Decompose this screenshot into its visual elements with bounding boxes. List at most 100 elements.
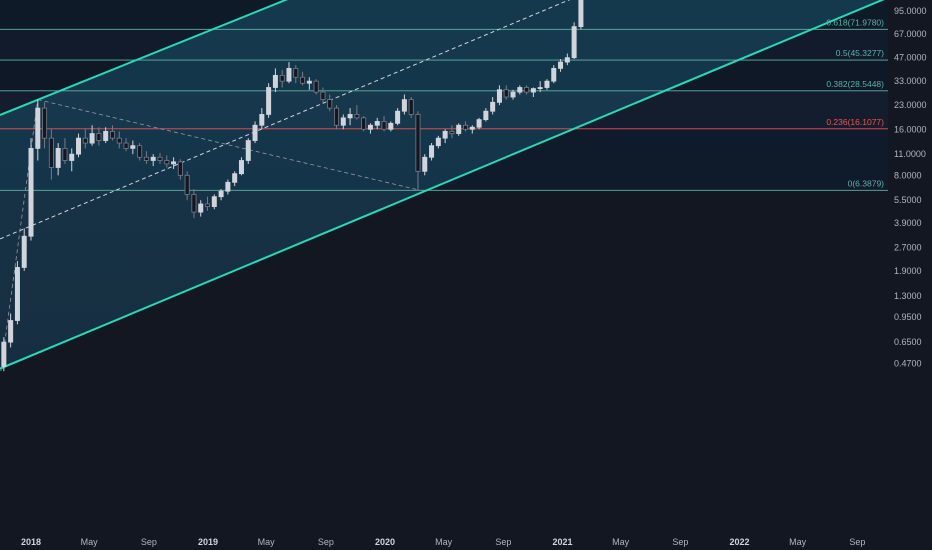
candle[interactable] (150, 154, 156, 167)
candle[interactable] (544, 79, 550, 90)
candle[interactable] (205, 196, 211, 211)
candle-body (8, 320, 14, 343)
candle[interactable] (62, 138, 68, 164)
candle[interactable] (143, 151, 149, 164)
candle[interactable] (252, 121, 258, 144)
candle[interactable] (184, 171, 190, 201)
candle[interactable] (571, 22, 577, 60)
candle[interactable] (191, 189, 197, 219)
candle[interactable] (76, 133, 82, 158)
candle[interactable] (157, 152, 163, 164)
candle[interactable] (496, 85, 502, 106)
candle[interactable] (537, 81, 543, 93)
candle[interactable] (42, 102, 48, 149)
candle[interactable] (306, 77, 312, 90)
candle[interactable] (422, 154, 428, 176)
candle[interactable] (218, 189, 224, 201)
price-axis[interactable]: 95.0000 67.0000 47.0000 33.0000 23.0000 16.00… (888, 0, 932, 530)
candle[interactable] (211, 194, 217, 210)
time-tick-label: Sep (849, 537, 865, 547)
candle[interactable] (137, 143, 143, 161)
candle[interactable] (435, 135, 441, 149)
channel-lower-line[interactable] (0, 0, 888, 370)
candle-body (116, 137, 122, 144)
candle[interactable] (96, 127, 102, 146)
price-tick-label: 2.7000 (894, 243, 922, 253)
candle[interactable] (232, 171, 238, 187)
candle[interactable] (8, 313, 14, 348)
candle[interactable] (55, 143, 61, 176)
candle[interactable] (116, 131, 122, 149)
candle[interactable] (415, 111, 421, 191)
candle[interactable] (408, 97, 414, 118)
candle[interactable] (449, 125, 455, 139)
candle[interactable] (469, 125, 475, 134)
candle[interactable] (245, 138, 251, 164)
candle[interactable] (103, 127, 109, 144)
candle[interactable] (490, 97, 496, 115)
candle[interactable] (259, 108, 265, 130)
candle[interactable] (374, 117, 380, 130)
candle[interactable] (395, 108, 401, 126)
candle[interactable] (578, 0, 584, 30)
candle[interactable] (177, 159, 183, 180)
candle[interactable] (14, 261, 20, 325)
candle[interactable] (462, 121, 468, 132)
candle-body (327, 99, 333, 109)
candle[interactable] (558, 59, 564, 72)
candle[interactable] (381, 116, 387, 132)
candle-body (347, 114, 353, 119)
candle[interactable] (388, 121, 394, 132)
channel-upper-line[interactable] (0, 0, 760, 116)
candle[interactable] (524, 85, 530, 95)
candle[interactable] (530, 87, 536, 98)
candle[interactable] (327, 94, 333, 112)
candle[interactable] (361, 116, 367, 132)
candle[interactable] (564, 53, 570, 66)
candle[interactable] (21, 228, 27, 271)
candle[interactable] (82, 129, 88, 149)
candle[interactable] (293, 65, 299, 84)
candle[interactable] (517, 85, 523, 95)
time-tick-label: May (612, 537, 630, 547)
candle[interactable] (313, 79, 319, 95)
candle[interactable] (171, 157, 177, 169)
candle[interactable] (198, 200, 204, 217)
time-axis[interactable]: 2018 May Sep 2019 May Sep 2020 May Sep 2021 May Sep… (0, 530, 932, 550)
candle[interactable] (503, 85, 509, 100)
candle[interactable] (130, 140, 136, 155)
candle[interactable] (272, 68, 278, 93)
candle[interactable] (225, 179, 231, 195)
candle[interactable] (340, 114, 346, 130)
candle[interactable] (510, 89, 516, 100)
candle[interactable] (429, 143, 435, 161)
candle[interactable] (69, 148, 75, 172)
price-tick-label: 16.0000 (894, 124, 927, 134)
candle[interactable] (123, 138, 129, 152)
candle[interactable] (476, 117, 482, 130)
candle[interactable] (456, 123, 462, 136)
candle[interactable] (238, 157, 244, 176)
candle[interactable] (279, 70, 285, 88)
candle[interactable] (320, 87, 326, 103)
candle[interactable] (35, 99, 41, 161)
candle[interactable] (286, 62, 292, 84)
candle-body (76, 137, 82, 155)
candle[interactable] (551, 65, 557, 84)
candle[interactable] (164, 155, 170, 168)
candle[interactable] (89, 125, 95, 146)
candle[interactable] (48, 129, 54, 180)
candle[interactable] (442, 129, 448, 144)
candle[interactable] (367, 123, 373, 134)
candle[interactable] (334, 105, 340, 130)
candle[interactable] (347, 108, 353, 126)
candle[interactable] (266, 83, 272, 118)
candle[interactable] (109, 125, 115, 141)
candle[interactable] (1, 337, 7, 372)
candle[interactable] (483, 108, 489, 122)
candle[interactable] (300, 71, 306, 86)
candle[interactable] (401, 94, 407, 115)
candle[interactable] (354, 105, 360, 120)
candle[interactable] (28, 138, 34, 241)
